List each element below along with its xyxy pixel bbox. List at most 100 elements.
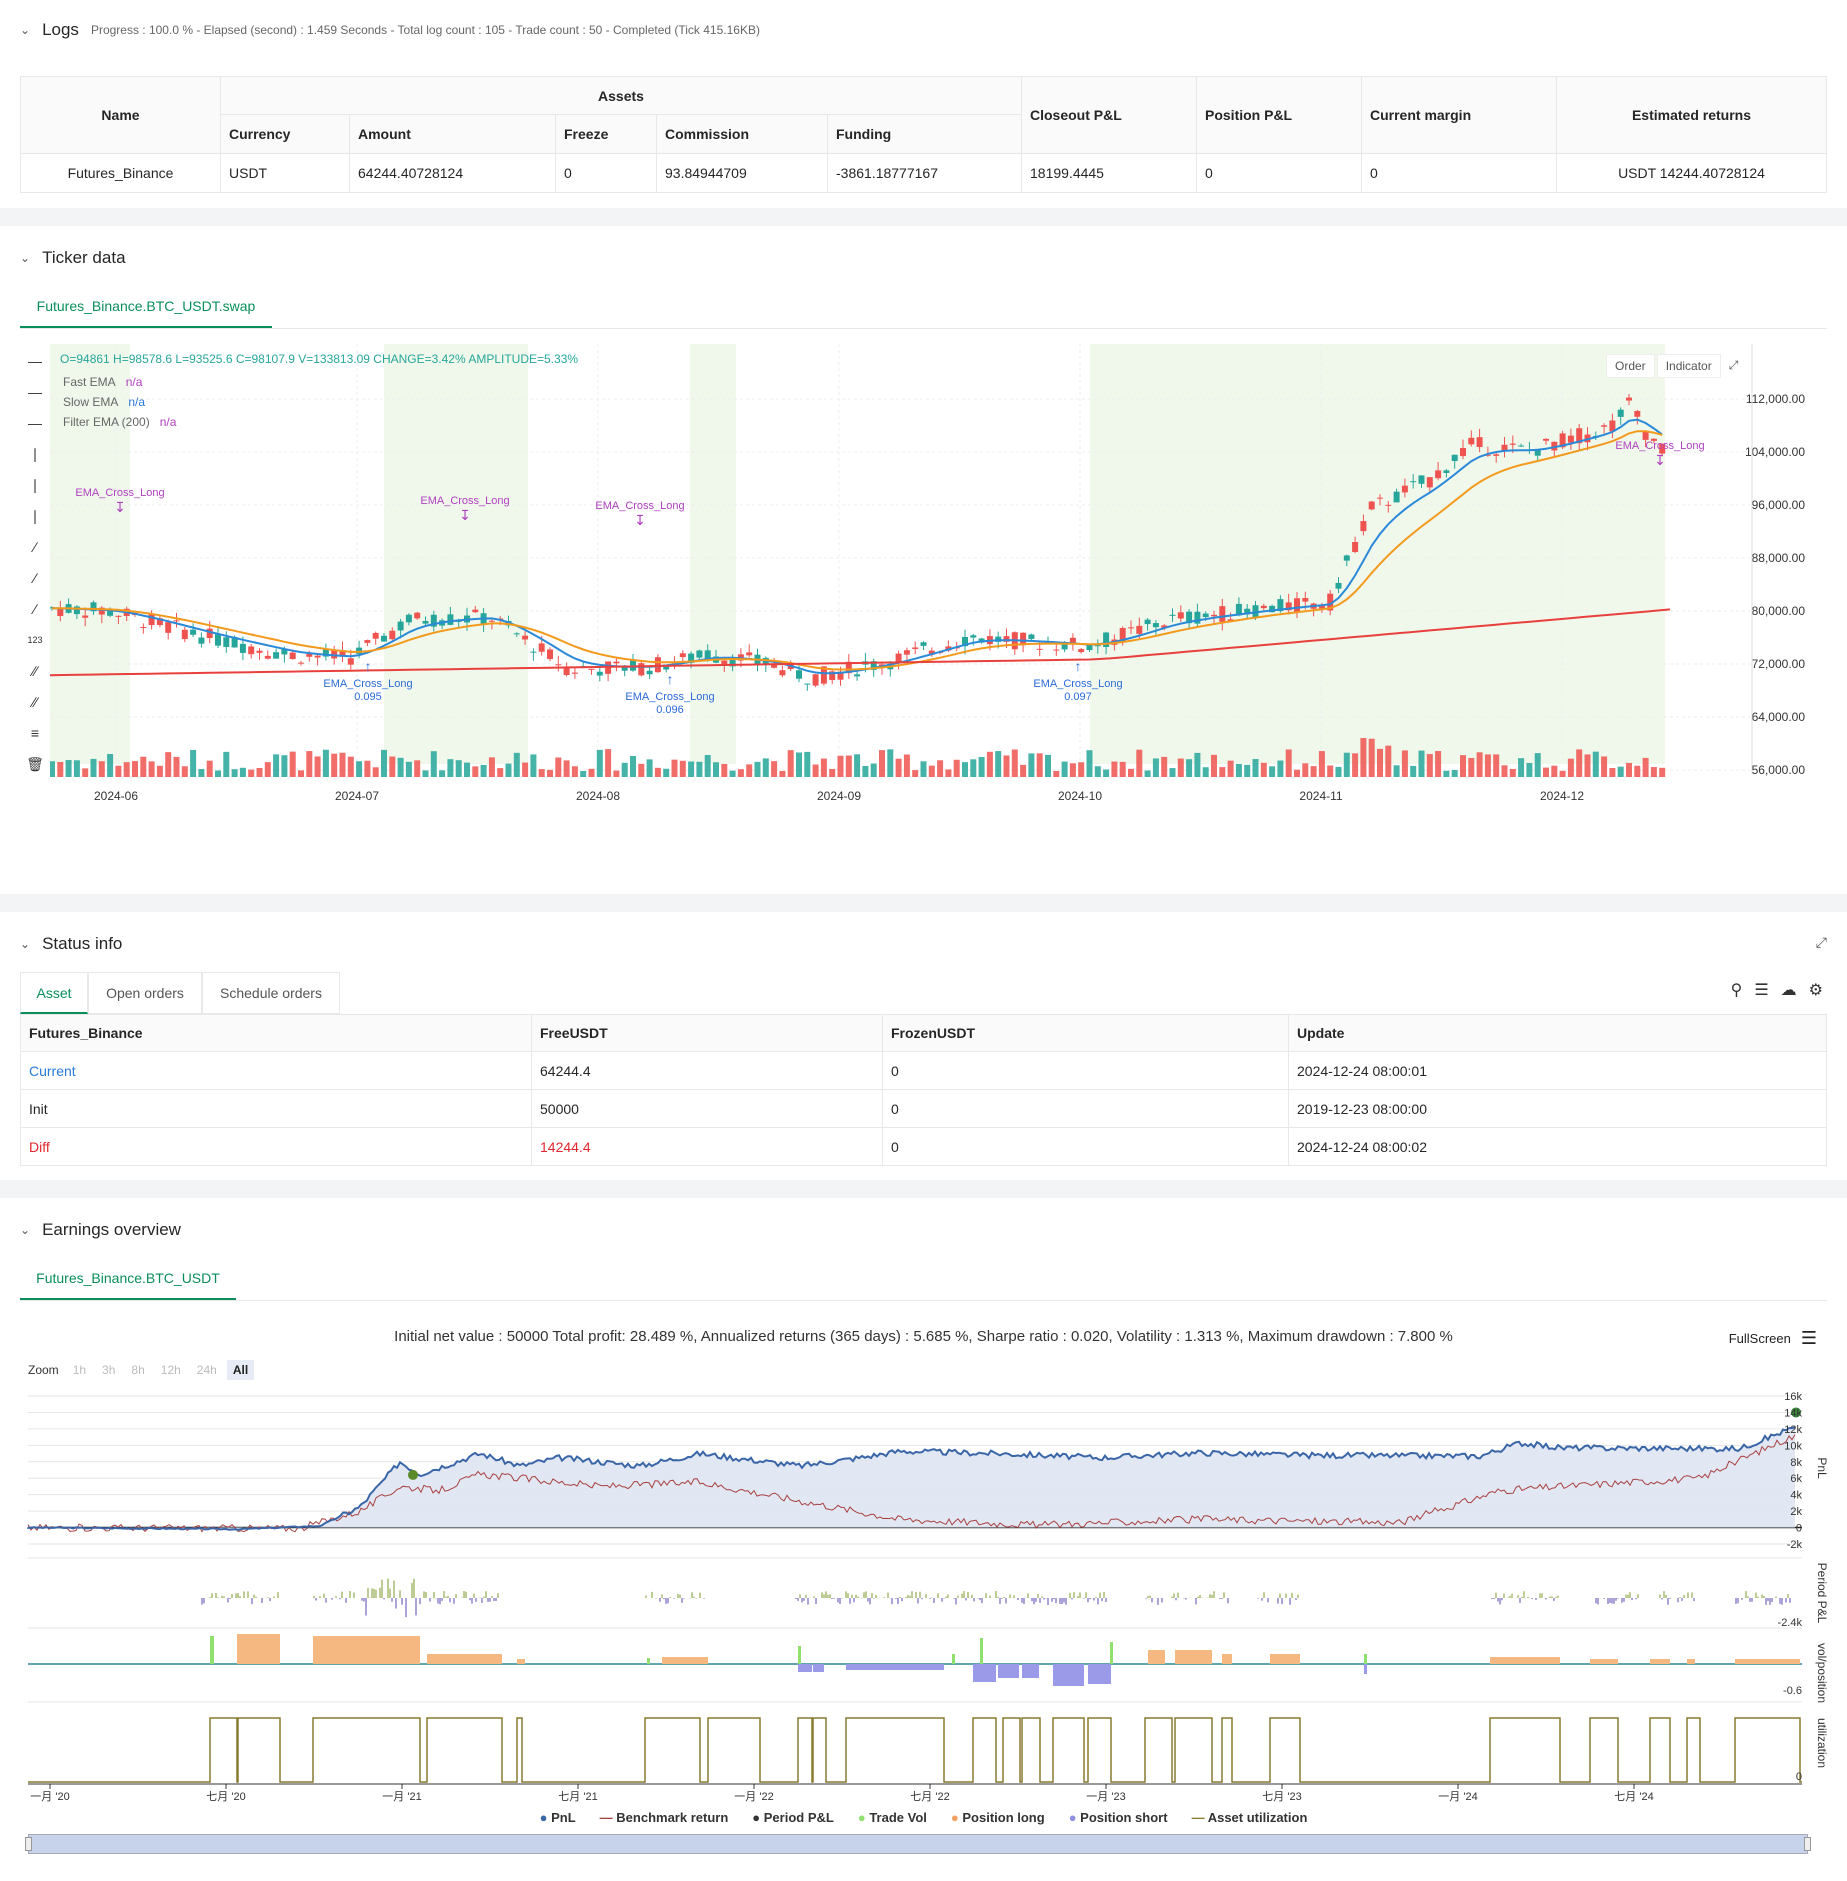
- earnings-chart[interactable]: 16k 14k 12k 10k 8k 6k 4k 2k 0 -2k -2.4k -0.6 0 PnL Per…: [0, 1388, 1847, 1838]
- th-free: FreeUSDT: [531, 1014, 883, 1052]
- menu-icon[interactable]: ☰: [1800, 1328, 1817, 1348]
- tab-schedule-orders[interactable]: Schedule orders: [202, 972, 340, 1014]
- segment-tool-icon[interactable]: ∕: [33, 601, 37, 617]
- volume-bar: [148, 761, 155, 777]
- legend-slow-ema[interactable]: Slow EMA n/a: [63, 395, 146, 409]
- legend-trade-vol[interactable]: ● Trade Vol: [857, 1810, 927, 1825]
- navigator-left-handle[interactable]: [25, 1837, 32, 1851]
- volume-bar: [696, 761, 703, 777]
- volume-bar: [1534, 753, 1541, 777]
- th-update: Update: [1288, 1014, 1827, 1052]
- tab-asset[interactable]: Asset: [20, 972, 88, 1014]
- candle-body: [571, 672, 578, 674]
- candle-body: [1069, 637, 1076, 644]
- candle-body: [1211, 614, 1217, 617]
- volume-bar: [1194, 752, 1201, 777]
- legend-pnl[interactable]: ● PnL: [539, 1810, 576, 1825]
- order-button[interactable]: Order: [1606, 354, 1655, 378]
- list-icon[interactable]: ☰: [1754, 982, 1769, 999]
- price-tick-label: 80,000.00: [1752, 604, 1806, 618]
- volume-bar: [721, 763, 728, 777]
- fib-tool-icon[interactable]: ∕∕: [32, 694, 38, 710]
- marker-dot: [408, 1469, 418, 1480]
- volume-bar: [845, 755, 852, 777]
- candle-body: [920, 642, 927, 646]
- candlestick-chart[interactable]: EMA_Cross_Long↧ EMA_Cross_Long↧EMA_Cross_…: [50, 344, 1810, 814]
- legend-period-pnl[interactable]: ● Period P&L: [752, 1810, 834, 1825]
- range-navigator[interactable]: [25, 1834, 1811, 1854]
- candle-body: [1128, 627, 1134, 629]
- down-arrow-icon: ↧: [114, 499, 126, 515]
- legend-position-long[interactable]: ● Position long: [950, 1810, 1045, 1825]
- candle-body: [638, 663, 645, 676]
- volume-bar: [1559, 770, 1566, 777]
- volume-bar: [1393, 765, 1400, 777]
- horizontal-line-tool-icon[interactable]: —: [28, 353, 42, 369]
- candle-body: [1509, 443, 1516, 445]
- pnl-tick-label: 12k: [1784, 1424, 1802, 1436]
- ray-tool-icon[interactable]: ∕: [33, 570, 37, 586]
- tab-ticker-symbol[interactable]: Futures_Binance.BTC_USDT.swap: [20, 286, 272, 328]
- collapse-chevron-icon[interactable]: ⌄: [20, 23, 31, 37]
- vertical-line-tool-icon[interactable]: ∣: [31, 446, 39, 462]
- volume-bar: [198, 769, 205, 777]
- entry-signal-label: EMA_Cross_Long: [323, 678, 412, 690]
- fullscreen-icon[interactable]: ⤢: [1815, 934, 1827, 950]
- cloud-download-icon[interactable]: ☁: [1780, 982, 1797, 999]
- volume-bar: [1460, 755, 1466, 777]
- navigator-right-handle[interactable]: [1804, 1837, 1811, 1851]
- collapse-chevron-icon[interactable]: ⌄: [20, 937, 31, 951]
- search-icon[interactable]: ⚲: [1730, 982, 1743, 999]
- shaded-region: [50, 344, 130, 764]
- candle-body: [1435, 470, 1442, 479]
- volume-bar: [190, 749, 197, 777]
- gear-icon[interactable]: ⚙: [1808, 982, 1823, 999]
- candle-body: [538, 643, 545, 652]
- indicator-button[interactable]: Indicator: [1656, 354, 1721, 378]
- trend-line-tool-icon[interactable]: ∕: [33, 539, 37, 555]
- legend-fast-ema[interactable]: Fast EMA n/a: [63, 375, 143, 389]
- volume-bar: [107, 753, 114, 777]
- volume-bar: [986, 751, 993, 777]
- cell-name: Futures_Binance: [20, 153, 221, 193]
- zoom-1h[interactable]: 1h: [72, 1363, 87, 1377]
- expand-icon[interactable]: ⤢: [1728, 358, 1739, 372]
- row-label-init: Init: [20, 1089, 532, 1128]
- pnl-tick-label: -2k: [1787, 1539, 1803, 1551]
- legend-position-short[interactable]: ● Position short: [1068, 1810, 1168, 1825]
- candle-body: [90, 602, 97, 612]
- vertical-ray-tool-icon[interactable]: ∣: [31, 477, 39, 493]
- tab-open-orders[interactable]: Open orders: [88, 972, 202, 1014]
- volume-bar: [331, 753, 338, 777]
- delete-trash-icon[interactable]: 🗑: [26, 756, 44, 772]
- zoom-all[interactable]: All: [226, 1360, 255, 1380]
- tab-label: Futures_Binance.BTC_USDT.swap: [36, 298, 256, 314]
- zoom-3h[interactable]: 3h: [102, 1363, 116, 1377]
- zoom-24h[interactable]: 24h: [196, 1363, 217, 1377]
- candle-body: [621, 665, 628, 671]
- fullscreen-button[interactable]: FullScreen ☰: [1729, 1328, 1817, 1349]
- vertical-segment-tool-icon[interactable]: ∣: [31, 508, 39, 524]
- legend-filter-ema[interactable]: Filter EMA (200) n/a: [63, 415, 177, 429]
- position-long-bar: [1490, 1657, 1560, 1664]
- price-label-tool-icon[interactable]: 123: [27, 635, 43, 645]
- horizontal-segment-tool-icon[interactable]: —: [28, 415, 42, 431]
- zoom-12h[interactable]: 12h: [160, 1363, 181, 1377]
- long-signal-label: EMA_Cross_Long: [75, 487, 164, 499]
- candle-body: [1460, 448, 1466, 457]
- collapse-chevron-icon[interactable]: ⌄: [20, 1223, 31, 1237]
- legend-benchmark[interactable]: — Benchmark return: [599, 1810, 729, 1825]
- parallel-channel-tool-icon[interactable]: ∕∕: [32, 663, 38, 679]
- lines-tool-icon[interactable]: ≡: [30, 725, 40, 741]
- legend-asset-utilization[interactable]: — Asset utilization: [1191, 1810, 1308, 1825]
- zoom-8h[interactable]: 8h: [131, 1363, 145, 1377]
- cell-closeout: 18199.4445: [1021, 153, 1197, 193]
- volume-bar: [895, 758, 902, 777]
- collapse-chevron-icon[interactable]: ⌄: [20, 251, 31, 265]
- position-long-bar: [1270, 1654, 1300, 1664]
- tab-earnings-symbol[interactable]: Futures_Binance.BTC_USDT: [20, 1258, 236, 1300]
- candle-body: [1285, 602, 1292, 611]
- position-short-bar: [1053, 1664, 1084, 1686]
- horizontal-ray-tool-icon[interactable]: —: [28, 384, 42, 400]
- candle-body: [820, 666, 827, 684]
